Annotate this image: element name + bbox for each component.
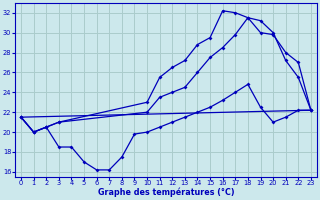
X-axis label: Graphe des températures (°C): Graphe des températures (°C) bbox=[98, 188, 234, 197]
